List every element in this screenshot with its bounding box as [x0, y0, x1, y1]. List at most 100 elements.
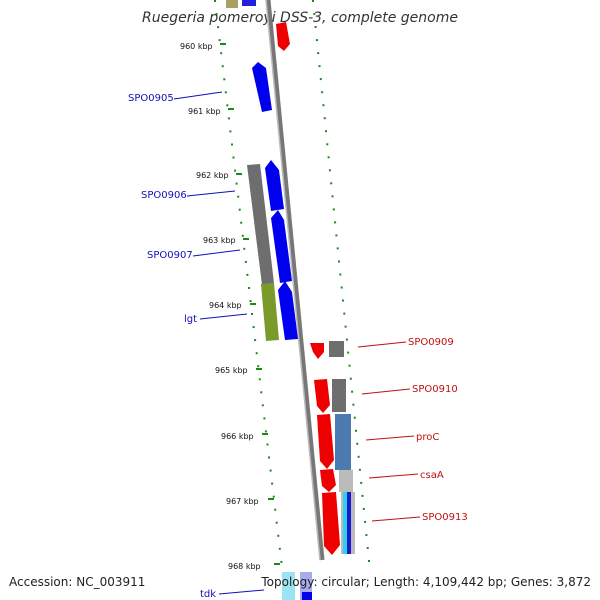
label-spo0913[interactable]: SPO0913 — [422, 512, 468, 523]
tick-dot — [266, 443, 269, 446]
tick-dot — [347, 351, 350, 354]
forward-features — [226, 0, 312, 600]
kbp-axis: 960 kbp 961 kbp 962 kbp 963 kbp 964 kbp … — [180, 42, 280, 571]
gene-spo0906[interactable] — [265, 160, 284, 211]
tick-dot — [362, 507, 365, 510]
tick-dot — [357, 455, 360, 458]
gene-spo0910[interactable] — [314, 379, 330, 413]
tick-dot — [355, 429, 357, 432]
tick-dot — [274, 508, 277, 511]
tick-dot — [251, 313, 253, 315]
gene-spo0905[interactable] — [252, 62, 272, 112]
tick-dot — [318, 65, 321, 68]
kbp-label: 965 kbp — [215, 366, 248, 375]
tick-dot — [339, 273, 342, 276]
tick-dot — [343, 312, 346, 315]
tick-dot — [327, 156, 330, 159]
kbp-label: 968 kbp — [228, 562, 261, 571]
gene-spo0907[interactable] — [271, 210, 292, 283]
tick-dot — [241, 234, 244, 237]
tick-dot — [240, 221, 243, 224]
accession-text: Accession: NC_003911 — [9, 575, 146, 589]
label-spo0906[interactable]: SPO0906 — [141, 190, 187, 201]
tick-dot — [349, 377, 352, 380]
tick-dot — [342, 299, 344, 302]
tick-dot — [348, 364, 351, 367]
tick-dot — [345, 338, 348, 341]
label-spo0910[interactable]: SPO0910 — [412, 384, 458, 395]
map-title: Ruegeria pomeroyi DSS-3, complete genome — [142, 10, 458, 26]
label-spo0905[interactable]: SPO0905 — [128, 93, 174, 104]
tick-dot — [223, 78, 226, 81]
tick-dot — [249, 300, 252, 302]
tick-dot — [255, 352, 258, 355]
tick-dot — [280, 560, 283, 563]
kbp-label: 967 kbp — [226, 497, 259, 506]
tick-dot — [317, 52, 320, 55]
cds-lgt — [261, 283, 279, 341]
gene-spo0909[interactable] — [310, 343, 324, 359]
genome-backbone-highlight — [265, 0, 321, 561]
label-spo0909[interactable]: SPO0909 — [408, 337, 454, 348]
label-lgt[interactable]: lgt — [184, 314, 197, 325]
tick-dot — [314, 26, 317, 28]
tick-dot — [229, 130, 232, 133]
kbp-label: 964 kbp — [209, 301, 242, 310]
gene-proc[interactable] — [317, 414, 334, 469]
tick-dot — [264, 430, 267, 433]
cds-spo0906-0907 — [247, 164, 274, 285]
tick-dot — [235, 182, 238, 185]
tick-dot — [269, 469, 272, 472]
gene-top-reverse[interactable] — [276, 22, 290, 51]
tick-dot — [215, 13, 218, 15]
tick-dot — [232, 156, 235, 159]
tick-dot — [361, 494, 364, 497]
reverse-features — [276, 22, 355, 555]
tick-dot — [218, 39, 221, 42]
tick-dot — [220, 52, 223, 55]
tick-dot — [325, 130, 327, 133]
tick-dot — [315, 39, 318, 42]
tick-dot — [226, 104, 229, 107]
tick-dot — [254, 339, 257, 342]
tick-dot — [217, 26, 220, 29]
kbp-label: 960 kbp — [180, 42, 213, 51]
gene-lgt[interactable] — [278, 281, 298, 340]
tick-dot — [243, 247, 246, 250]
tick-dot — [352, 403, 355, 406]
tick-dot — [277, 534, 280, 537]
topology-info: Topology: circular; Length: 4,109,442 bp… — [261, 575, 591, 589]
forward-gene-labels: SPO0905 SPO0906 SPO0907 lgt tdk — [128, 91, 265, 600]
label-tdk[interactable]: tdk — [200, 589, 216, 600]
tick-dot — [326, 143, 329, 146]
tick-dot — [221, 65, 224, 68]
tick-dot — [360, 481, 363, 484]
tick-dot — [248, 287, 250, 289]
tick-dot — [319, 78, 322, 81]
cds-spo0909 — [329, 341, 344, 357]
tick-dot — [238, 208, 241, 211]
tick-dot — [322, 104, 325, 107]
tick-dot — [237, 195, 240, 198]
tick-dot — [260, 391, 263, 394]
tick-dot — [340, 286, 343, 289]
gene-tdk[interactable] — [282, 572, 295, 600]
tick-dot — [368, 560, 370, 562]
tick-dot — [358, 468, 361, 471]
kbp-label: 963 kbp — [203, 236, 236, 245]
label-csaa[interactable]: csaA — [420, 470, 444, 481]
tick-dot — [331, 195, 334, 198]
tick-dot — [271, 482, 274, 485]
cds-spo0910 — [332, 379, 346, 412]
tick-dot — [231, 143, 233, 146]
gene-spo0913[interactable] — [322, 492, 340, 555]
label-spo0907[interactable]: SPO0907 — [147, 250, 193, 261]
cds-spo0913-cyan — [343, 492, 348, 554]
kbp-label: 966 kbp — [221, 432, 254, 441]
tick-dot — [261, 404, 264, 407]
tick-dot — [334, 221, 337, 224]
kbp-label: 961 kbp — [188, 107, 221, 116]
tick-dot — [227, 117, 230, 120]
label-proc[interactable]: proC — [416, 432, 439, 443]
gene-csaa[interactable] — [320, 469, 336, 492]
